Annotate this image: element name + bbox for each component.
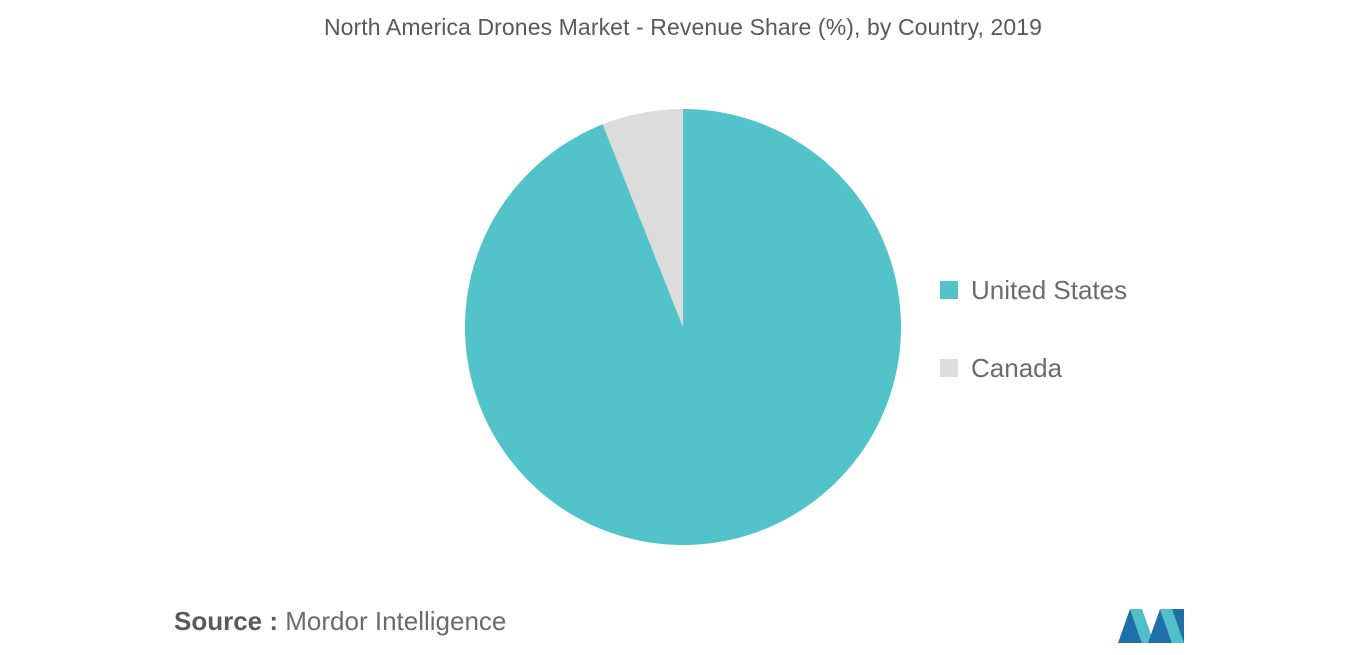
pie-slice-canada	[602, 109, 683, 327]
legend-swatch-canada	[940, 359, 958, 377]
mordor-intelligence-logo-icon	[1118, 609, 1184, 643]
source-text: Mordor Intelligence	[285, 606, 507, 636]
chart-title: North America Drones Market - Revenue Sh…	[323, 14, 1043, 40]
legend-label-united-states: United States	[971, 274, 1128, 305]
pie-slice-united-states	[464, 109, 901, 546]
legend-swatch-united-states	[940, 281, 958, 299]
chart-legend: United States Canada	[940, 272, 1127, 428]
legend-item-united-states: United States	[940, 272, 1127, 308]
source-note: Source : Mordor Intelligence	[174, 606, 506, 637]
source-prefix: Source :	[174, 606, 279, 636]
legend-item-canada: Canada	[940, 350, 1127, 386]
legend-label-canada: Canada	[971, 352, 1063, 383]
